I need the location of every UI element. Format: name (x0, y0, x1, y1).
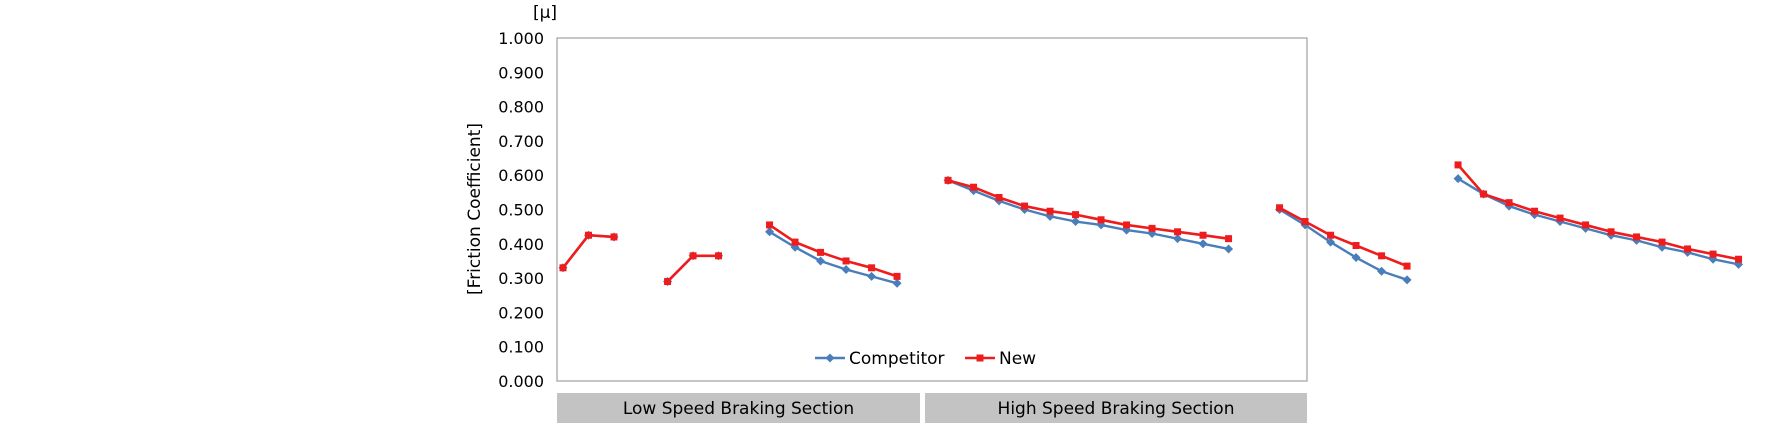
y-axis: 0.000 0.100 0.200 0.300 0.400 0.500 0.600 0.700… (498, 29, 544, 391)
data-point-marker (1684, 245, 1692, 253)
data-point-marker (689, 252, 697, 260)
data-point-marker (1735, 255, 1743, 263)
data-point-marker (1174, 228, 1182, 236)
unit-label: [μ] (533, 3, 557, 23)
section-band (925, 393, 1307, 423)
data-point-marker (1097, 216, 1105, 224)
series-line-segment (768, 230, 898, 285)
section-bands: Low Speed Braking Section High Speed Brak… (557, 393, 1307, 423)
legend-item: New (965, 349, 1036, 369)
data-point-marker (1658, 238, 1666, 246)
data-point-marker (1480, 190, 1488, 198)
data-point-marker (867, 271, 877, 281)
section-label: High Speed Braking Section (998, 399, 1235, 419)
data-point-marker (816, 256, 826, 266)
y-tick-label: 0.400 (498, 235, 544, 254)
data-point-marker (585, 231, 592, 239)
data-point-marker (1633, 233, 1641, 241)
data-point-marker (1199, 231, 1207, 239)
data-point-marker (1607, 228, 1615, 236)
data-point-marker (1708, 254, 1718, 264)
data-point-marker (1148, 224, 1156, 232)
plot-area (556, 37, 1308, 382)
data-point-marker (1505, 199, 1513, 207)
data-point-marker (610, 233, 618, 241)
data-point-marker (944, 176, 952, 184)
data-point-marker (892, 278, 902, 288)
data-point-marker (766, 221, 774, 229)
data-point-marker (893, 272, 901, 280)
data-point-marker (842, 257, 850, 265)
legend-marker (976, 354, 984, 362)
y-tick-label: 0.000 (498, 372, 544, 391)
legend-marker (825, 353, 835, 363)
y-axis-title: [Friction Coefficient] (465, 123, 485, 295)
series-line-segment (768, 223, 898, 278)
data-point-marker (1225, 235, 1233, 243)
data-point-marker (1556, 214, 1564, 222)
data-point-marker (841, 265, 851, 275)
data-point-marker (1352, 242, 1360, 250)
data-point-marker (1071, 217, 1081, 227)
data-point-marker (1224, 244, 1234, 254)
data-point-marker (664, 278, 672, 286)
y-tick-label: 0.300 (498, 269, 544, 288)
data-point-marker (1072, 211, 1080, 219)
data-point-marker (1709, 250, 1717, 258)
legend-label: Competitor (849, 349, 945, 369)
data-point-marker (1402, 275, 1412, 285)
data-point-marker (715, 252, 723, 260)
data-point-marker (1046, 207, 1054, 215)
y-tick-label: 0.700 (498, 132, 544, 151)
data-point-marker (817, 248, 825, 256)
series-line-segment (1278, 208, 1408, 281)
data-point-marker (1351, 253, 1361, 263)
data-point-marker (765, 227, 775, 237)
series-line-segment (947, 179, 1229, 240)
data-point-marker (1453, 174, 1463, 184)
data-point-marker (868, 264, 876, 272)
data-point-marker (1377, 266, 1387, 276)
data-point-marker (1021, 202, 1029, 210)
data-point-marker (1198, 239, 1208, 249)
y-tick-label: 0.500 (498, 201, 544, 220)
y-tick-label: 0.800 (498, 98, 544, 117)
series-line-segment (1457, 177, 1739, 266)
data-point-marker (970, 183, 978, 191)
data-point-marker (1327, 231, 1335, 239)
y-tick-label: 0.200 (498, 303, 544, 322)
series-new (559, 161, 1743, 286)
data-point-marker (1454, 161, 1462, 169)
section-band (557, 393, 920, 423)
data-point-marker (1403, 262, 1411, 270)
data-point-marker (1123, 221, 1131, 229)
y-tick-label: 0.600 (498, 166, 544, 185)
data-point-marker (1378, 252, 1386, 260)
data-point-marker (1531, 207, 1539, 215)
data-point-marker (559, 264, 567, 272)
y-tick-label: 0.900 (498, 63, 544, 82)
series-layer (558, 161, 1744, 288)
series-line-segment (947, 179, 1229, 251)
legend-label: New (999, 349, 1036, 369)
data-point-marker (1326, 237, 1336, 247)
data-point-marker (1173, 234, 1183, 244)
data-point-marker (1582, 221, 1590, 229)
legend-item: Competitor (815, 349, 945, 369)
y-tick-label: 0.100 (498, 338, 544, 357)
series-line-segment (1457, 164, 1739, 261)
legend: Competitor New (815, 349, 1036, 369)
data-point-marker (1276, 204, 1284, 212)
section-label: Low Speed Braking Section (623, 399, 854, 419)
data-point-marker (1301, 218, 1309, 226)
data-point-marker (791, 238, 799, 246)
y-tick-label: 1.000 (498, 29, 544, 48)
series-line-segment (1278, 206, 1408, 268)
data-point-marker (995, 193, 1003, 201)
